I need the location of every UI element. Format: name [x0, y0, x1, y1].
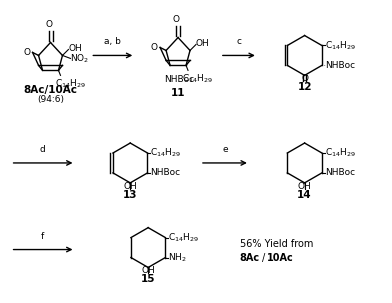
- Text: e: e: [222, 145, 228, 154]
- Text: O: O: [172, 15, 180, 24]
- Text: 10Ac: 10Ac: [267, 252, 294, 262]
- Text: O: O: [151, 43, 158, 52]
- Text: O: O: [301, 74, 308, 83]
- Text: 8Ac/10Ac: 8Ac/10Ac: [24, 85, 78, 95]
- Text: 11: 11: [171, 88, 185, 98]
- Text: C$_{14}$H$_{29}$: C$_{14}$H$_{29}$: [151, 147, 181, 159]
- Text: C$_{14}$H$_{29}$: C$_{14}$H$_{29}$: [182, 72, 213, 85]
- Text: NH$_2$: NH$_2$: [169, 251, 187, 264]
- Text: 8Ac: 8Ac: [240, 252, 260, 262]
- Text: C$_{14}$H$_{29}$: C$_{14}$H$_{29}$: [325, 147, 356, 159]
- Text: /: /: [262, 252, 265, 262]
- Text: NHBoc: NHBoc: [325, 168, 355, 177]
- Text: OH: OH: [69, 44, 82, 53]
- Text: OH: OH: [141, 266, 155, 275]
- Text: C$_{14}$H$_{29}$: C$_{14}$H$_{29}$: [54, 77, 85, 90]
- Text: NO$_2$: NO$_2$: [71, 52, 90, 65]
- Text: O: O: [45, 20, 52, 28]
- Text: O: O: [23, 48, 30, 57]
- Text: 56% Yield from: 56% Yield from: [240, 238, 316, 248]
- Text: c: c: [236, 38, 241, 46]
- Text: 15: 15: [141, 275, 155, 285]
- Text: NHBoc: NHBoc: [325, 61, 355, 70]
- Text: 14: 14: [297, 190, 312, 200]
- Text: d: d: [40, 145, 45, 154]
- Text: 13: 13: [123, 190, 138, 200]
- Text: NHBoc: NHBoc: [164, 75, 194, 84]
- Text: OH: OH: [298, 182, 312, 191]
- Text: NHBoc: NHBoc: [151, 168, 181, 177]
- Text: C$_{14}$H$_{29}$: C$_{14}$H$_{29}$: [325, 39, 356, 52]
- Text: OH: OH: [123, 182, 137, 191]
- Text: (94:6): (94:6): [37, 95, 64, 104]
- Text: C$_{14}$H$_{29}$: C$_{14}$H$_{29}$: [169, 231, 200, 244]
- Text: f: f: [41, 231, 44, 241]
- Text: a, b: a, b: [104, 38, 121, 46]
- Text: 12: 12: [298, 82, 312, 92]
- Text: OH: OH: [196, 39, 210, 48]
